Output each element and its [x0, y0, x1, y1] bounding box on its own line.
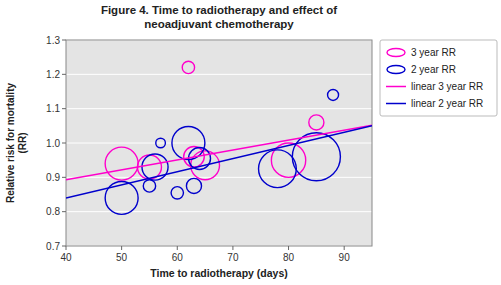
legend-label: linear 2 year RR [411, 98, 483, 109]
bubble [182, 61, 194, 73]
bubble [259, 150, 297, 188]
x-tick-label: 70 [227, 252, 239, 263]
y-tick-label: 1.3 [46, 35, 60, 46]
legend-symbol [387, 49, 405, 57]
grid-line [66, 143, 372, 144]
plot-marks [66, 61, 372, 214]
y-tick [62, 177, 66, 178]
bubble [186, 178, 201, 193]
bubble [105, 181, 138, 214]
y-tick [62, 40, 66, 41]
chart: 0.7 0.8 0.9 1.0 1.1 1.2 1.3 40 50 60 70 80 90 Figure … [0, 0, 501, 285]
x-tick-label: 40 [60, 252, 72, 263]
y-tick [62, 108, 66, 109]
x-tick [344, 246, 345, 250]
x-tick [288, 246, 289, 250]
legend-symbol [387, 66, 405, 74]
x-tick-label: 80 [283, 252, 295, 263]
x-tick-label: 50 [116, 252, 128, 263]
y-tick [62, 143, 66, 144]
y-tick [62, 211, 66, 212]
y-tick-label: 1.0 [46, 138, 60, 149]
legend-label: 2 year RR [411, 64, 456, 75]
x-tick [232, 246, 233, 250]
plot-area [66, 40, 372, 246]
x-tick [177, 246, 178, 250]
x-tick-label: 90 [339, 252, 351, 263]
grid-line [66, 74, 372, 75]
bubble [292, 133, 340, 181]
y-tick-label: 0.7 [46, 241, 60, 252]
legend-symbol [386, 86, 406, 88]
bubble [171, 187, 183, 199]
x-tick [121, 246, 122, 250]
bubble [105, 147, 138, 180]
y-tick [62, 246, 66, 247]
bubble [172, 127, 205, 160]
y-tick-label: 1.2 [46, 69, 60, 80]
title: Figure 4. Time to radiotherapy and effec… [101, 4, 337, 30]
bubble [156, 138, 166, 148]
legend: 3 year RR 2 year RR linear 3 year RR linear… [380, 40, 497, 116]
bubble [142, 154, 168, 180]
bubble [143, 180, 155, 192]
x-tick-label: 60 [172, 252, 184, 263]
x-tick [66, 246, 67, 250]
trend-line [66, 125, 372, 180]
legend-label: linear 3 year RR [411, 81, 483, 92]
legend-box [380, 40, 497, 116]
y-tick [62, 74, 66, 75]
y-tick-label: 0.9 [46, 172, 60, 183]
plot-frame [66, 40, 372, 246]
y-axis-label: Relative risk for mortality(RR) [5, 83, 28, 203]
bubble [328, 89, 339, 100]
x-axis-label: Time to radiotherapy (days) [150, 267, 288, 279]
bubble [309, 115, 324, 130]
y-tick-label: 1.1 [46, 103, 60, 114]
trend-line [66, 126, 372, 198]
legend-symbol [386, 103, 406, 105]
grid-line [66, 108, 372, 109]
legend-label: 3 year RR [411, 47, 456, 58]
y-tick-label: 0.8 [46, 206, 60, 217]
